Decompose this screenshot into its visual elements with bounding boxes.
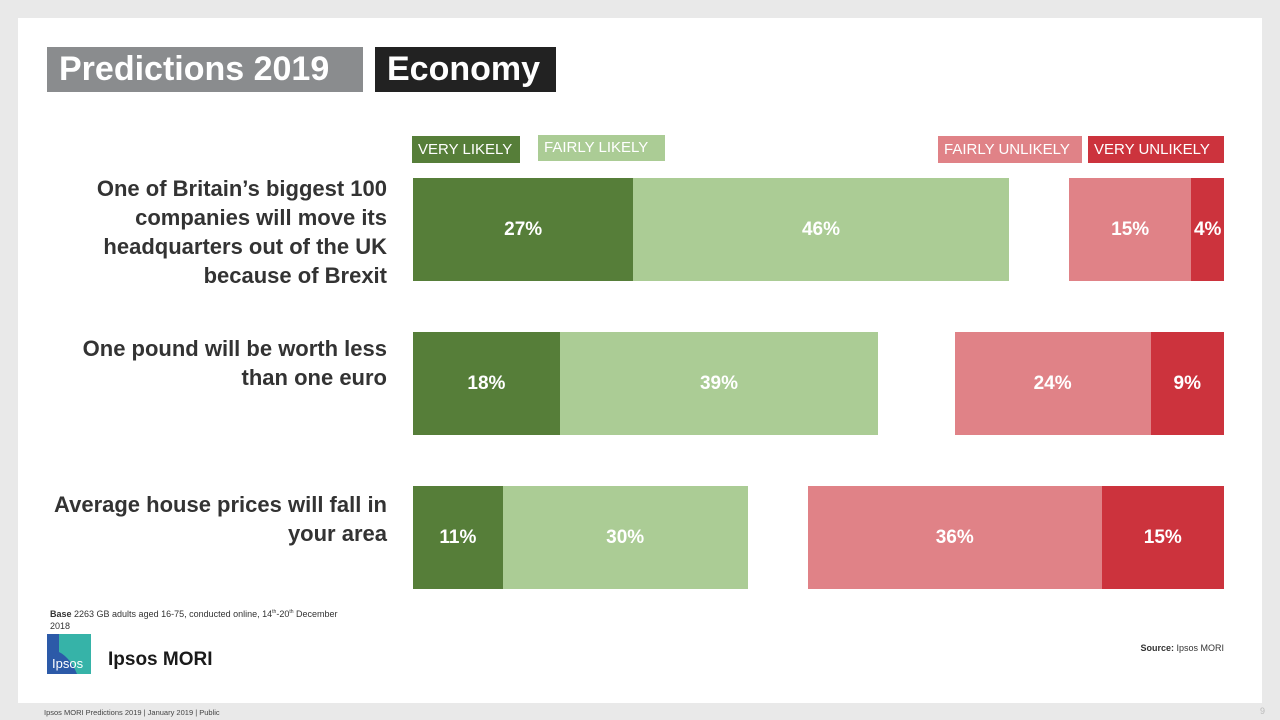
topic-title: Economy bbox=[375, 47, 556, 92]
bar-very-likely-3: 11% bbox=[413, 486, 503, 589]
source-note: Source: Ipsos MORI bbox=[1140, 643, 1224, 653]
bar-fairly-likely-2: 39% bbox=[559, 332, 879, 435]
data-label: 46% bbox=[801, 218, 840, 240]
base-text: 2263 GB adults aged 16-75, conducted onl… bbox=[71, 609, 273, 619]
data-label: 11% bbox=[439, 526, 477, 548]
data-label: 4% bbox=[1193, 218, 1222, 240]
bar-very-unlikely-1: 4% bbox=[1191, 178, 1224, 281]
data-label: 15% bbox=[1143, 526, 1182, 548]
bar-fairly-unlikely-1: 15% bbox=[1068, 178, 1192, 281]
data-label: 39% bbox=[699, 372, 738, 394]
base-note: Base 2263 GB adults aged 16-75, conducte… bbox=[50, 606, 340, 632]
legend-fairly-unlikely: FAIRLY UNLIKELY bbox=[938, 136, 1082, 163]
base-end: December 2018 bbox=[50, 609, 338, 631]
base-sup-2: th bbox=[289, 609, 294, 615]
legend-very-unlikely: VERY UNLIKELY bbox=[1088, 136, 1224, 163]
data-label: 24% bbox=[1033, 372, 1072, 394]
bar-very-unlikely-2: 9% bbox=[1150, 332, 1224, 435]
bar-fairly-likely-1: 46% bbox=[633, 178, 1009, 281]
footer-text: Ipsos MORI Predictions 2019 | January 20… bbox=[44, 708, 220, 717]
page-title: Predictions 2019 bbox=[47, 47, 363, 92]
logo-mark-text: Ipsos bbox=[52, 656, 84, 671]
bar-very-likely-1: 27% bbox=[413, 178, 634, 281]
bar-very-unlikely-3: 15% bbox=[1101, 486, 1224, 589]
data-label: 30% bbox=[606, 526, 645, 548]
legend-fairly-likely: FAIRLY LIKELY bbox=[538, 135, 665, 161]
data-label: 36% bbox=[935, 526, 974, 548]
page-number: 9 bbox=[1259, 706, 1265, 716]
source-label: Source: bbox=[1140, 643, 1174, 653]
data-label: 27% bbox=[504, 218, 543, 240]
ipsos-logo-icon: Ipsos bbox=[47, 634, 91, 674]
brand-name: Ipsos MORI bbox=[108, 649, 213, 670]
source-text: Ipsos MORI bbox=[1173, 643, 1224, 653]
bar-fairly-unlikely-3: 36% bbox=[807, 486, 1102, 589]
base-label: Base bbox=[50, 609, 72, 619]
question-label-headquarters: One of Britain’s biggest 100 companies w… bbox=[96, 176, 387, 288]
question-label-pound-euro: One pound will be worth less than one eu… bbox=[82, 336, 387, 390]
bar-very-likely-2: 18% bbox=[413, 332, 560, 435]
data-label: 9% bbox=[1173, 372, 1201, 394]
base-mid: -20 bbox=[276, 609, 290, 619]
base-sup-1: th bbox=[272, 609, 277, 615]
bar-fairly-likely-3: 30% bbox=[502, 486, 748, 589]
data-label: 15% bbox=[1111, 218, 1150, 240]
question-label-house-prices: Average house prices will fall in your a… bbox=[54, 492, 387, 546]
bar-fairly-unlikely-2: 24% bbox=[954, 332, 1151, 435]
data-label: 18% bbox=[467, 372, 506, 394]
legend-very-likely: VERY LIKELY bbox=[412, 136, 520, 163]
